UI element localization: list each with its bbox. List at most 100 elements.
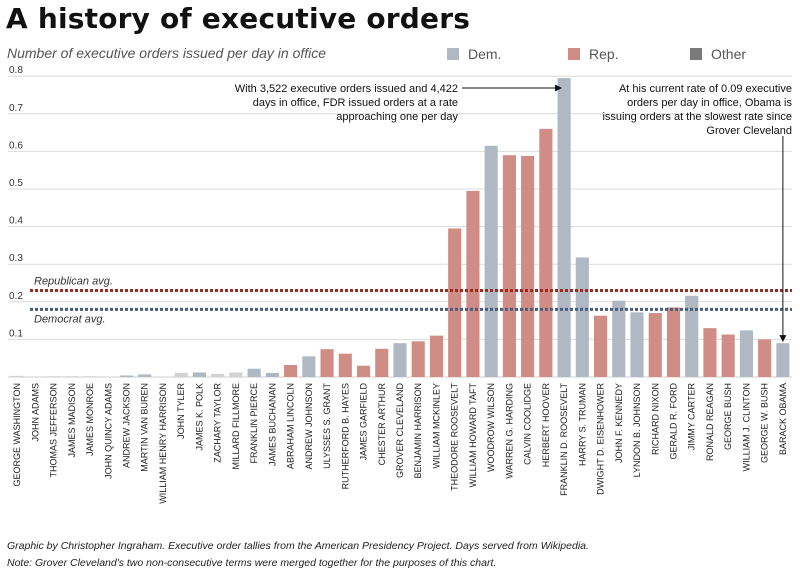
legend-item-rep: Rep.	[568, 46, 619, 62]
bar	[284, 364, 298, 377]
bar	[630, 312, 644, 377]
bar	[375, 348, 389, 377]
bar	[502, 155, 516, 377]
bar	[466, 190, 480, 377]
legend-item-other: Other	[690, 46, 746, 62]
x-tick-label: MILLARD FILLMORE	[231, 383, 241, 470]
bar	[83, 376, 97, 377]
x-tick-label: WOODROW WILSON	[486, 383, 496, 472]
bar	[356, 365, 371, 377]
bar	[211, 373, 225, 377]
x-tick-label: RUTHERFORD B. HAYES	[340, 383, 350, 489]
bar-chart: 0.8 0.7 0.6 0.5 0.4 0.3 0.2 0.1 Republican avg. D…	[8, 66, 792, 504]
y-tick-label: 0.5	[9, 178, 23, 189]
x-tick-label: GEORGE W. BUSH	[760, 383, 770, 463]
x-tick-label: WILLIAM HENRY HARRISON	[158, 383, 168, 504]
legend-item-dem: Dem.	[447, 46, 501, 62]
bar	[229, 372, 243, 377]
bar	[10, 375, 24, 377]
bar	[703, 328, 717, 377]
bar	[429, 335, 444, 377]
x-tick-label: CHESTER ARTHUR	[377, 383, 387, 466]
y-tick-label: 0.8	[9, 66, 23, 76]
footer-note: Note: Grover Cleveland's two non-consecu…	[7, 557, 497, 569]
x-tick-label: BARACK OBAMA	[778, 383, 788, 455]
x-tick-label: WILLIAM MCKINLEY	[431, 383, 441, 469]
x-tick-label: FRANKLIN PIERCE	[249, 383, 259, 464]
x-tick-label: JOHN ADAMS	[30, 383, 40, 442]
x-tick-label: WILLIAM HOWARD TAFT	[468, 383, 478, 488]
bar	[521, 155, 535, 377]
x-tick-label: GROVER CLEVELAND	[395, 383, 405, 479]
bar	[192, 372, 207, 377]
bar	[28, 376, 42, 377]
bar	[247, 368, 261, 377]
bar	[448, 228, 462, 377]
chart-title: A history of executive orders	[6, 2, 471, 35]
x-tick-label: WARREN G. HARDING	[504, 383, 514, 479]
legend-swatch-dem	[447, 48, 459, 60]
x-tick-label: HARRY S. TRUMAN	[577, 383, 587, 466]
bar	[557, 78, 571, 377]
x-tick-label: ABRAHAM LINCOLN	[286, 383, 296, 469]
x-tick-label: HERBERT HOOVER	[541, 383, 551, 468]
legend-label-other: Other	[711, 46, 747, 62]
x-tick-label: JIMMY CARTER	[687, 383, 697, 451]
x-tick-label: JAMES MADISON	[67, 383, 77, 458]
x-tick-label: THEODORE ROOSEVELT	[450, 383, 460, 491]
legend-label-rep: Rep.	[589, 46, 619, 62]
legend-swatch-rep	[568, 48, 580, 60]
reference-line-label: Democrat avg.	[34, 313, 106, 325]
bar	[758, 339, 772, 377]
footer-credit: Graphic by Christopher Ingraham. Executi…	[7, 540, 589, 552]
x-tick-label: JAMES MONROE	[85, 383, 95, 456]
bar	[302, 356, 316, 377]
x-tick-label: WILLIAM J. CLINTON	[741, 383, 751, 471]
x-tick-label: JAMES BUCHANAN	[267, 383, 277, 466]
bar	[265, 372, 279, 377]
x-tick-label: DWIGHT D. EISENHOWER	[596, 383, 606, 495]
chart-subtitle: Number of executive orders issued per da…	[7, 45, 327, 61]
bar	[101, 376, 115, 377]
y-tick-label: 0.2	[9, 291, 23, 302]
annotation-fdr: With 3,522 executive orders issued and 4…	[234, 83, 458, 123]
y-tick-label: 0.7	[9, 103, 23, 114]
bar	[593, 315, 608, 377]
x-tick-label: JOHN TYLER	[176, 383, 186, 439]
y-tick-label: 0.1	[9, 328, 23, 339]
legend-swatch-other	[690, 48, 702, 60]
x-tick-label: ANDREW JOHNSON	[304, 383, 314, 470]
bar	[648, 313, 662, 377]
x-tick-label: ANDREW JACKSON	[122, 383, 132, 468]
bar	[776, 343, 790, 377]
x-tick-label: GEORGE WASHINGTON	[12, 383, 22, 487]
bar	[138, 374, 152, 377]
x-tick-label: GERALD R. FORD	[668, 383, 678, 460]
arrowhead	[555, 84, 563, 92]
x-tick-label: LYNDON B. JOHNSON	[632, 383, 642, 477]
bar	[739, 330, 753, 377]
legend-label-dem: Dem.	[468, 46, 502, 62]
x-tick-label: RONALD REAGAN	[705, 383, 715, 461]
bar	[338, 353, 352, 377]
x-tick-label: JAMES GARFIELD	[359, 383, 369, 461]
x-tick-label: ULYSSES S. GRANT	[322, 383, 332, 469]
bar	[539, 128, 553, 377]
x-tick-label: THOMAS JEFFERSON	[49, 383, 59, 478]
annotation-obama: At his current rate of 0.09 executive or…	[602, 83, 792, 137]
x-tick-label: RICHARD NIXON	[650, 383, 660, 455]
y-tick-label: 0.6	[9, 140, 23, 151]
x-tick-label: GEORGE BUSH	[723, 383, 733, 450]
x-tick-label: BENJAMIN HARRISON	[413, 383, 423, 479]
reference-line-label: Republican avg.	[34, 276, 113, 288]
x-tick-label: MARTIN VAN BUREN	[140, 383, 150, 472]
x-tick-label: ZACHARY TAYLOR	[213, 383, 223, 463]
bar	[685, 295, 699, 377]
bar	[174, 372, 188, 377]
bar	[612, 300, 626, 377]
bar	[666, 307, 681, 377]
bar	[484, 145, 498, 377]
arrowhead	[779, 335, 787, 343]
x-tick-label: FRANKLIN D. ROOSEVELT	[559, 383, 569, 496]
x-tick-label: CALVIN COOLIDGE	[523, 383, 533, 465]
